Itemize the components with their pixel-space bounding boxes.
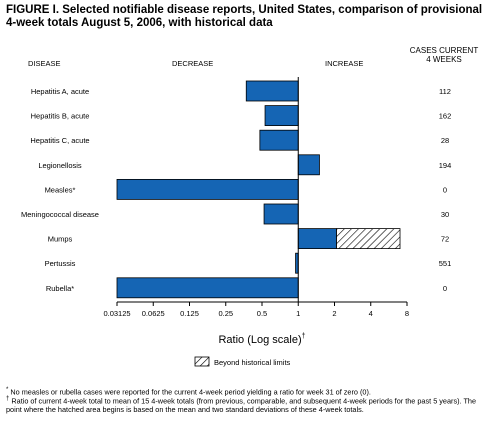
ratio-bar — [264, 105, 299, 126]
disease-label: Meningococcal disease — [21, 210, 99, 219]
x-tick-label: 8 — [405, 309, 409, 318]
cases-count: 0 — [443, 185, 447, 194]
footnote-1-text: No measles or rubella cases were reporte… — [10, 387, 371, 397]
disease-label: Legionellosis — [38, 161, 82, 170]
x-tick-label: 4 — [369, 309, 373, 318]
table-row: Hepatitis A, acute 112 — [31, 80, 451, 102]
x-axis-label-text: Ratio (Log scale) — [218, 334, 301, 346]
footnote-1-symbol: * — [6, 387, 9, 393]
table-row: Rubella* 0 — [46, 277, 447, 299]
cases-count: 0 — [443, 284, 447, 293]
cases-count: 162 — [439, 112, 452, 121]
legend-hatch-swatch — [194, 356, 210, 367]
table-row: Hepatitis C, acute 28 — [30, 129, 449, 151]
legend-label: Beyond historical limits — [214, 358, 291, 367]
table-row: Hepatitis B, acute 162 — [31, 105, 452, 126]
x-tick-label: 1 — [296, 309, 300, 318]
cases-count: 194 — [439, 161, 452, 170]
footnote-2-text: Ratio of current 4-week total to mean of… — [6, 396, 477, 414]
decrease-header: DECREASE — [172, 59, 213, 68]
x-axis-label: Ratio (Log scale)† — [218, 333, 305, 346]
figure-title: FIGURE I. Selected notifiable disease re… — [6, 4, 483, 29]
x-axis-label-sup: † — [302, 333, 306, 340]
disease-label: Mumps — [48, 235, 73, 244]
footnote-1: * No measles or rubella cases were repor… — [6, 386, 488, 397]
cases-count: 72 — [441, 235, 449, 244]
cases-count: 28 — [441, 136, 449, 145]
ratio-bar — [297, 228, 337, 250]
x-tick-label: 0.5 — [257, 309, 267, 318]
ratio-bar — [297, 154, 320, 176]
increase-header: INCREASE — [325, 59, 363, 68]
footnote-2-symbol: † — [6, 396, 10, 402]
ratio-bar — [263, 203, 299, 225]
ratio-bar — [116, 277, 299, 299]
table-row: Mumps 72 — [48, 228, 449, 250]
cases-count: 112 — [439, 87, 451, 96]
footnote-2: † Ratio of current 4-week total to mean … — [6, 395, 488, 414]
x-axis: 0.03125 0.0625 0.125 0.25 0.5 1 2 4 8 — [103, 301, 409, 318]
disease-label: Pertussis — [45, 259, 76, 268]
table-row: Pertussis 551 — [45, 252, 452, 274]
ratio-bar — [259, 129, 299, 151]
cases-header-line1: CASES CURRENT — [409, 46, 479, 55]
disease-label: Hepatitis B, acute — [31, 112, 90, 121]
cases-count: 551 — [439, 259, 452, 268]
cases-count: 30 — [441, 210, 449, 219]
x-tick-label: 0.0625 — [142, 309, 165, 318]
table-row: Measles* 0 — [45, 178, 447, 200]
ratio-bar — [116, 178, 299, 200]
ratio-bar — [245, 80, 299, 102]
cases-header-line2: 4 WEEKS — [426, 55, 462, 64]
cases-column-header: CASES CURRENT 4 WEEKS — [400, 46, 488, 64]
x-tick-label: 0.25 — [218, 309, 233, 318]
x-tick-label: 2 — [332, 309, 336, 318]
disease-column-header: DISEASE — [28, 59, 61, 68]
disease-label: Rubella* — [46, 284, 74, 293]
beyond-limits-bar — [336, 228, 401, 250]
disease-label: Hepatitis C, acute — [30, 136, 89, 145]
disease-label: Measles* — [45, 185, 76, 194]
table-row: Meningococcal disease 30 — [21, 203, 449, 225]
table-row: Legionellosis 194 — [38, 154, 452, 176]
x-tick-label: 0.125 — [180, 309, 199, 318]
chart-rows: Hepatitis A, acute 112 Hepatitis B, acute 1… — [21, 77, 451, 302]
disease-label: Hepatitis A, acute — [31, 87, 89, 96]
x-tick-label: 0.03125 — [103, 309, 130, 318]
disease-ratio-chart: DISEASE DECREASE INCREASE Hepatitis A, a… — [21, 59, 451, 367]
